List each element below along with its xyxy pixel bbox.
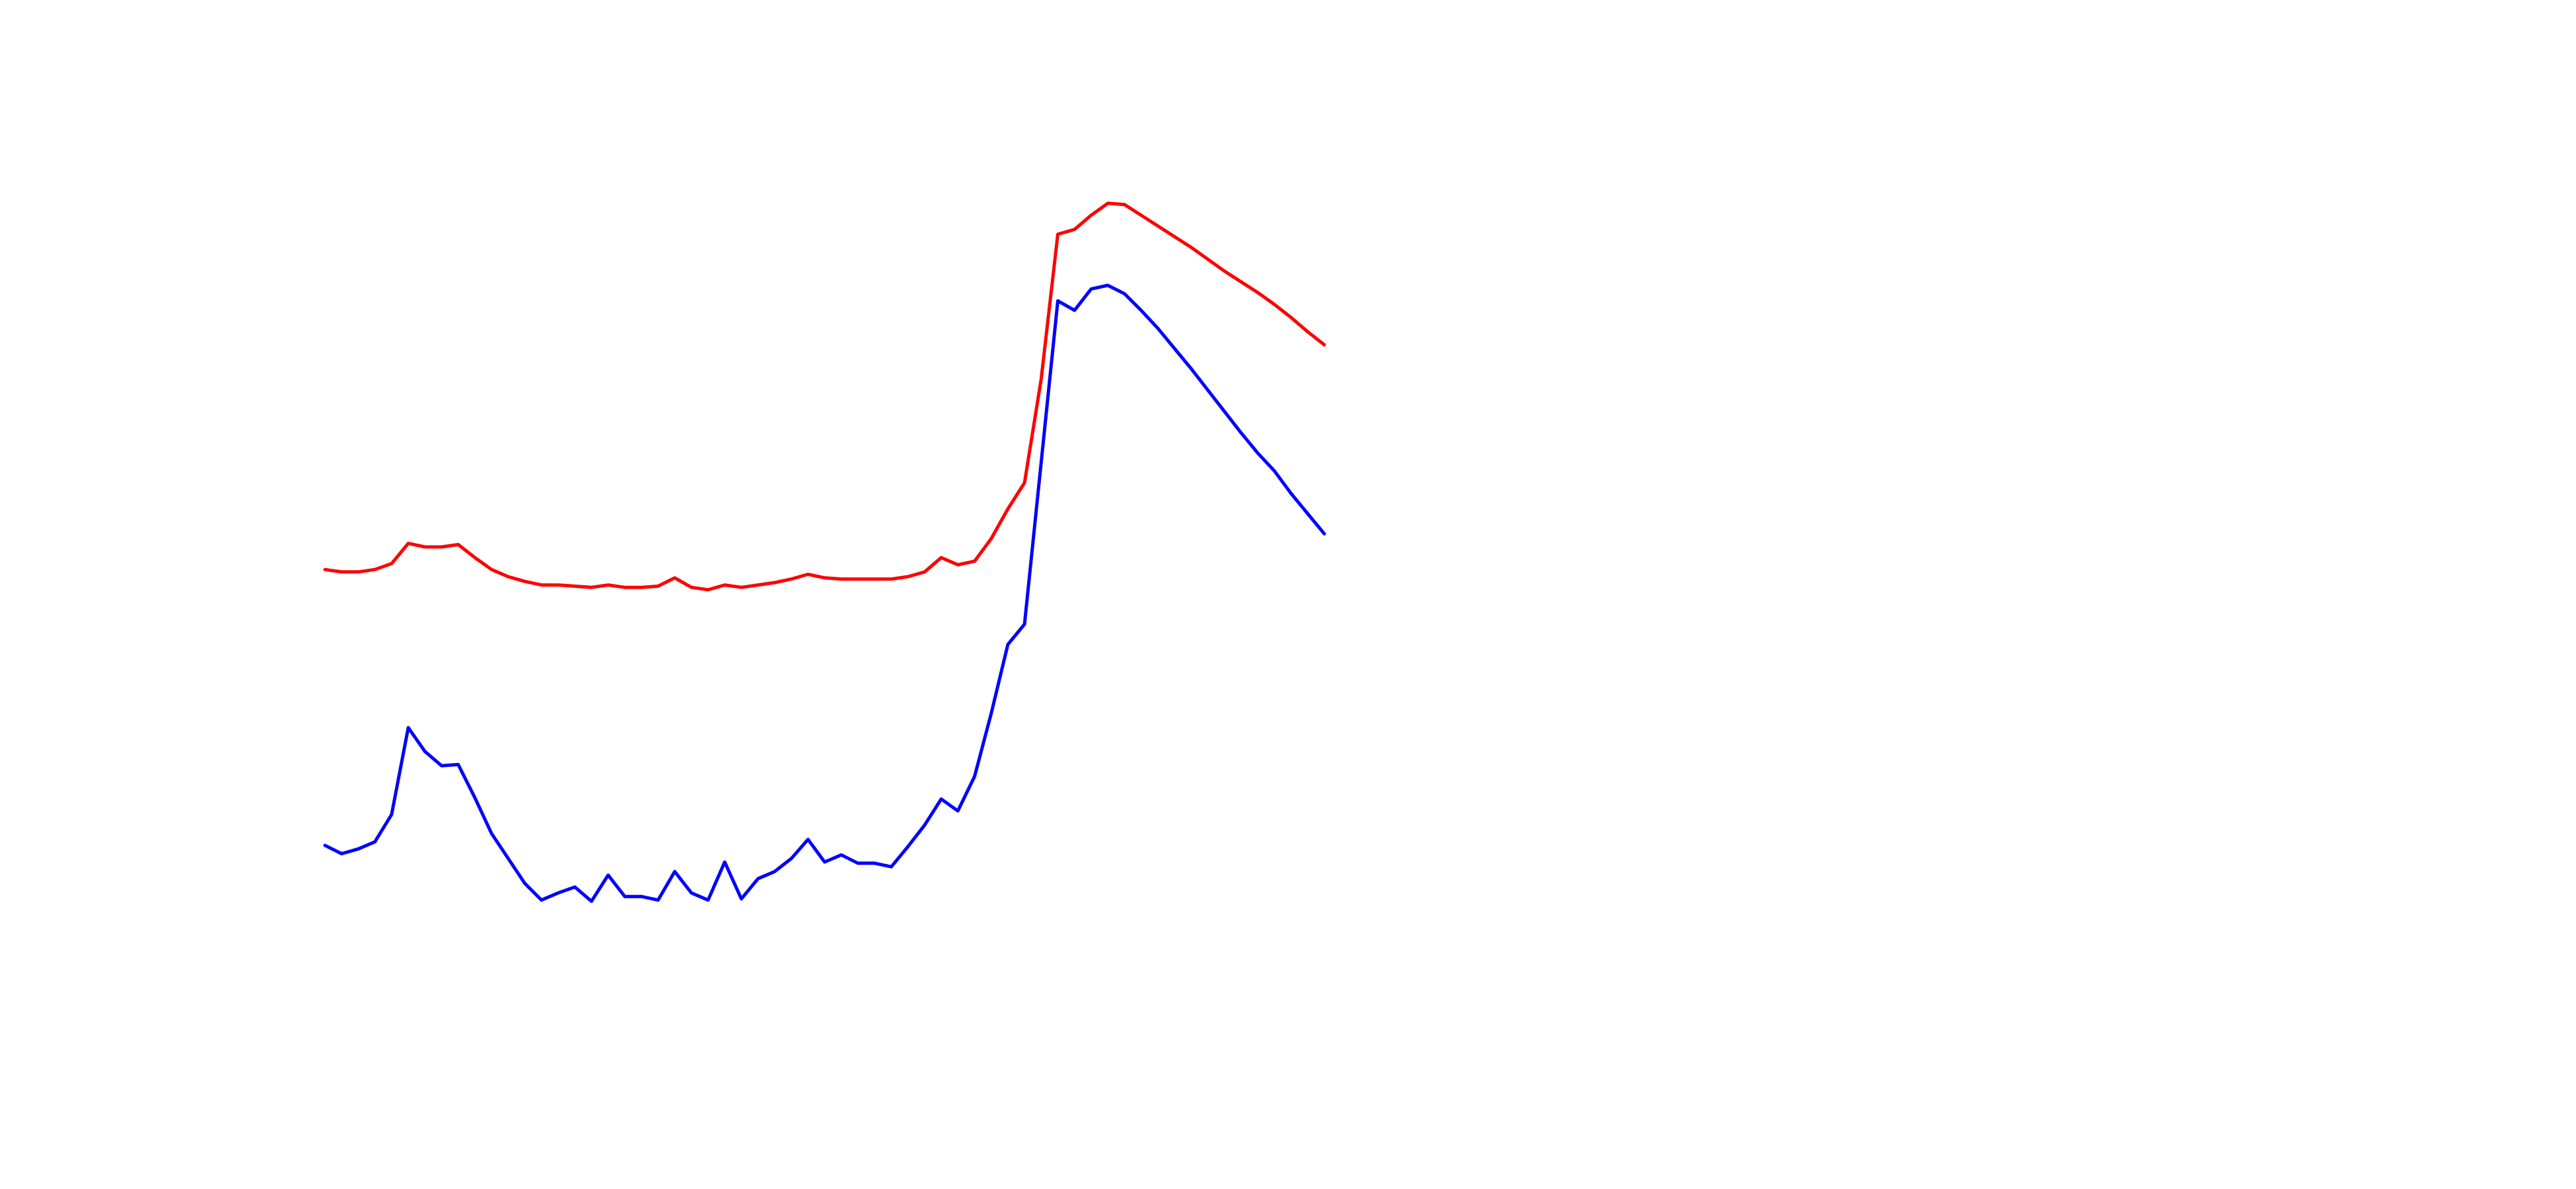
data-line [323, 201, 1326, 592]
data-line [323, 283, 1326, 903]
